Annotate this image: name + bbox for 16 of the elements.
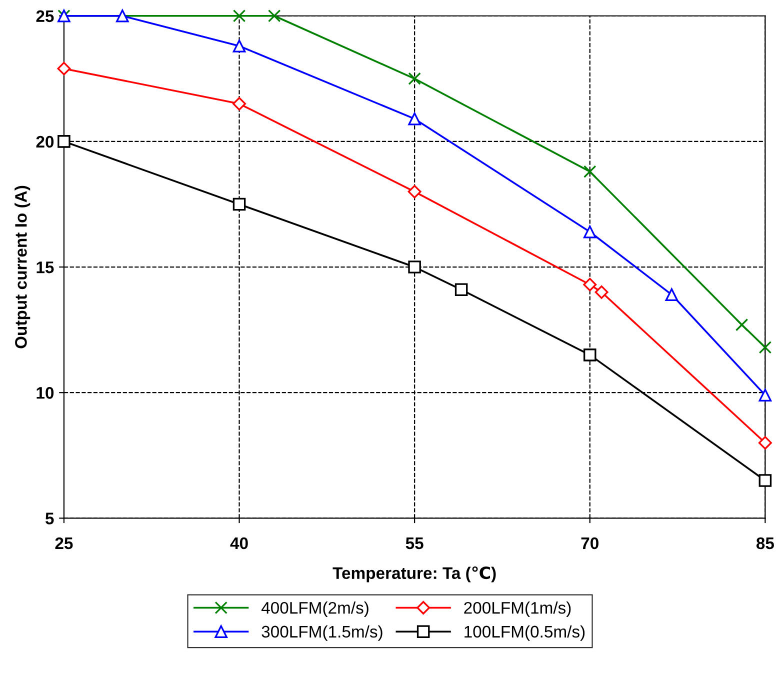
x-tick-label: 40: [230, 537, 248, 550]
x-tick-label: 70: [581, 537, 598, 550]
y-tick-label: 5: [45, 512, 54, 524]
x-tick-label: 85: [756, 537, 774, 550]
y-tick-label: 20: [36, 136, 54, 148]
x-tick-label: 55: [406, 538, 424, 550]
legend-label: 400LFM(2m/s): [261, 602, 368, 618]
y-tick-label: 15: [36, 262, 54, 274]
legend-label: 300LFM(1.5m/s): [262, 625, 382, 641]
y-tick-label: 10: [36, 387, 54, 399]
legend-label: 200LFM(1m/s): [464, 602, 571, 618]
x-axis-title: Temperature: Ta (℃): [332, 566, 496, 582]
legend-label: 100LFM(0.5m/s): [464, 625, 585, 641]
y-tick-label: 25: [36, 10, 54, 22]
x-tick-label: 25: [55, 537, 73, 550]
y-axis-title: Output current Io (A): [14, 186, 30, 348]
